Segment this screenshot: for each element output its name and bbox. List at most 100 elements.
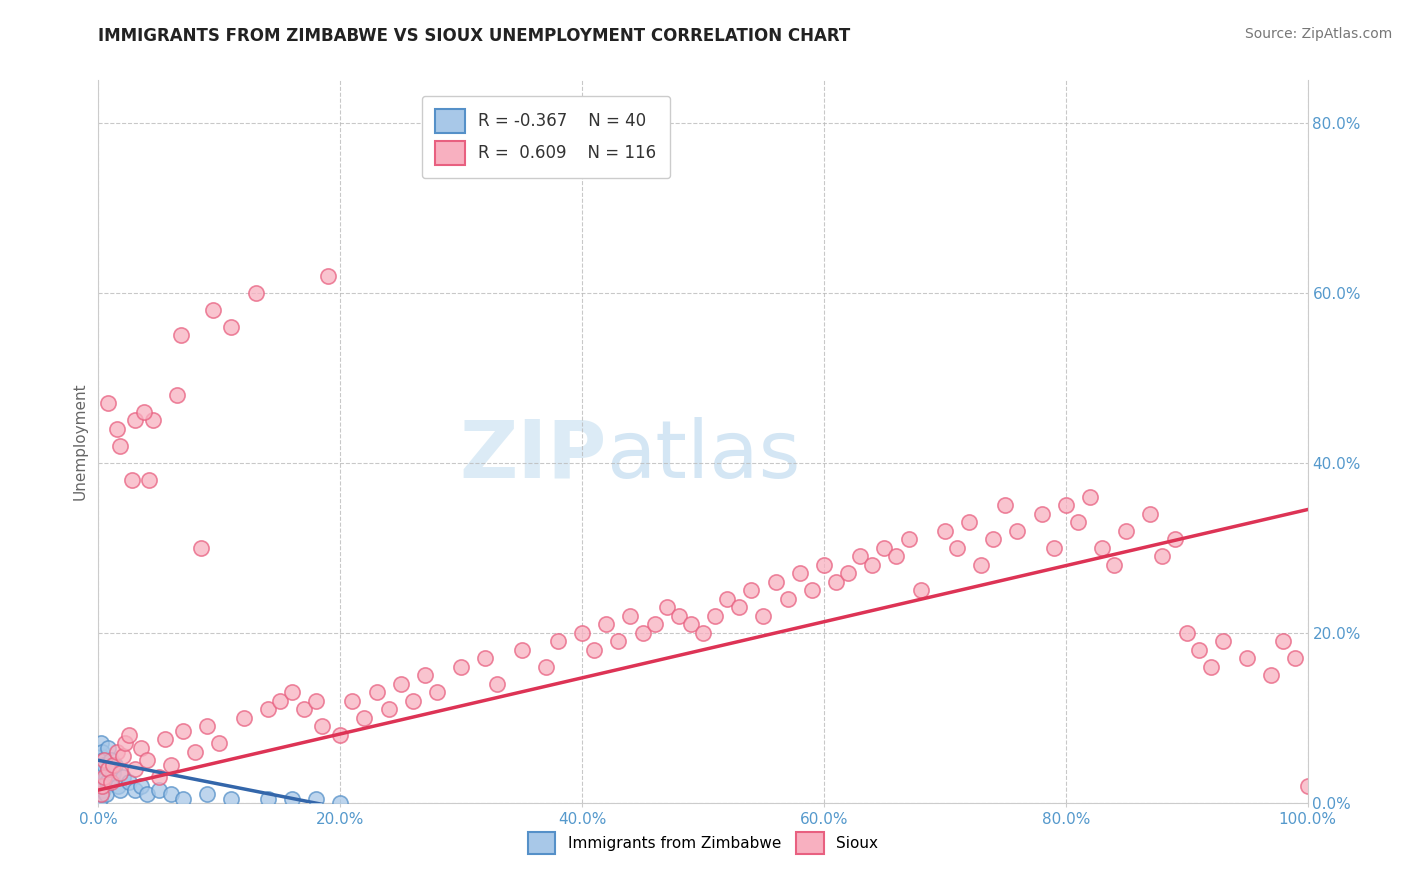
Point — [316, 268, 339, 283]
Point — [91, 783, 114, 797]
Point — [91, 753, 114, 767]
Point — [402, 694, 425, 708]
Point — [135, 753, 157, 767]
Point — [752, 608, 775, 623]
Point — [94, 787, 117, 801]
Text: ZIP: ZIP — [458, 417, 606, 495]
Point — [1152, 549, 1174, 564]
Point — [91, 779, 114, 793]
Point — [190, 541, 212, 555]
Point — [121, 473, 143, 487]
Point — [100, 774, 122, 789]
Point — [142, 413, 165, 427]
Point — [105, 422, 128, 436]
Point — [342, 694, 364, 708]
Legend: Immigrants from Zimbabwe, Sioux: Immigrants from Zimbabwe, Sioux — [522, 826, 884, 860]
Point — [1284, 651, 1306, 665]
Point — [129, 779, 152, 793]
Point — [450, 660, 472, 674]
Point — [1042, 541, 1064, 555]
Point — [124, 783, 146, 797]
Point — [89, 783, 111, 797]
Point — [195, 787, 218, 801]
Point — [172, 791, 194, 805]
Point — [134, 405, 156, 419]
Point — [148, 770, 170, 784]
Point — [946, 541, 969, 555]
Point — [118, 728, 141, 742]
Point — [631, 625, 654, 640]
Point — [704, 608, 727, 623]
Point — [837, 566, 859, 581]
Point — [166, 388, 188, 402]
Point — [91, 762, 114, 776]
Point — [547, 634, 569, 648]
Point — [97, 762, 120, 776]
Point — [897, 533, 920, 547]
Point — [1212, 634, 1234, 648]
Point — [1260, 668, 1282, 682]
Point — [221, 791, 243, 805]
Point — [111, 770, 134, 784]
Point — [329, 728, 352, 742]
Point — [619, 608, 641, 623]
Point — [160, 757, 183, 772]
Point — [108, 439, 131, 453]
Point — [202, 302, 225, 317]
Point — [89, 779, 111, 793]
Point — [93, 757, 115, 772]
Point — [426, 685, 449, 699]
Point — [94, 770, 117, 784]
Point — [413, 668, 436, 682]
Point — [232, 711, 254, 725]
Point — [169, 328, 191, 343]
Point — [104, 757, 127, 772]
Point — [108, 783, 131, 797]
Point — [105, 745, 128, 759]
Point — [1091, 541, 1114, 555]
Point — [221, 319, 243, 334]
Point — [114, 736, 136, 750]
Point — [825, 574, 848, 589]
Point — [90, 762, 112, 776]
Text: Source: ZipAtlas.com: Source: ZipAtlas.com — [1244, 27, 1392, 41]
Point — [138, 473, 160, 487]
Point — [256, 702, 278, 716]
Point — [1054, 498, 1077, 512]
Point — [269, 694, 291, 708]
Point — [93, 753, 115, 767]
Point — [101, 766, 124, 780]
Point — [934, 524, 956, 538]
Point — [353, 711, 375, 725]
Point — [124, 413, 146, 427]
Point — [1236, 651, 1258, 665]
Point — [129, 740, 152, 755]
Point — [716, 591, 738, 606]
Point — [135, 787, 157, 801]
Point — [148, 783, 170, 797]
Point — [208, 736, 231, 750]
Point — [184, 745, 207, 759]
Point — [96, 774, 118, 789]
Point — [90, 736, 112, 750]
Text: IMMIGRANTS FROM ZIMBABWE VS SIOUX UNEMPLOYMENT CORRELATION CHART: IMMIGRANTS FROM ZIMBABWE VS SIOUX UNEMPL… — [98, 27, 851, 45]
Point — [195, 719, 218, 733]
Point — [93, 770, 115, 784]
Point — [329, 796, 352, 810]
Point — [97, 740, 120, 755]
Point — [172, 723, 194, 738]
Point — [1031, 507, 1053, 521]
Point — [595, 617, 617, 632]
Point — [571, 625, 593, 640]
Point — [97, 762, 120, 776]
Point — [1188, 642, 1211, 657]
Point — [1078, 490, 1101, 504]
Point — [377, 702, 399, 716]
Point — [89, 770, 111, 784]
Point — [1272, 634, 1295, 648]
Point — [740, 583, 762, 598]
Point — [389, 677, 412, 691]
Point — [957, 516, 980, 530]
Point — [100, 753, 122, 767]
Point — [474, 651, 496, 665]
